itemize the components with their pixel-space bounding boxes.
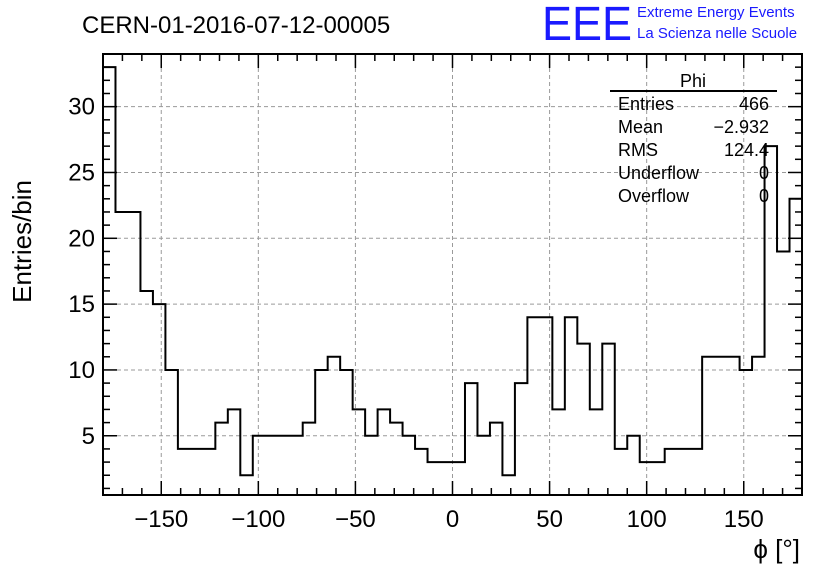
x-tick-label: −100 xyxy=(231,506,285,533)
x-axis-label: ϕ [°] xyxy=(753,534,800,564)
x-tick-label: −50 xyxy=(335,506,376,533)
axis-ticks xyxy=(103,54,803,495)
y-axis-label: Entries/bin xyxy=(7,180,37,303)
y-tick-label: 15 xyxy=(68,291,95,318)
chart-title: CERN-01-2016-07-12-00005 xyxy=(82,12,390,39)
y-tick-label: 25 xyxy=(68,159,95,186)
histogram-line xyxy=(102,66,803,495)
y-tick-label: 30 xyxy=(68,94,95,121)
stats-value-entries: 466 xyxy=(739,94,769,114)
stats-label-entries: Entries xyxy=(618,94,674,114)
y-tick-label: 20 xyxy=(68,225,95,252)
stats-box: Phi Entries 466 Mean −2.932 RMS 124.4 Un… xyxy=(610,71,777,206)
y-tick-labels: 5 10 15 20 25 30 xyxy=(68,94,95,450)
x-tick-labels: −150 −100 −50 0 50 100 150 xyxy=(134,506,764,533)
stats-value-underflow: 0 xyxy=(759,163,769,183)
x-tick-label: 0 xyxy=(446,506,459,533)
grid-lines xyxy=(103,54,802,495)
stats-label-underflow: Underflow xyxy=(618,163,700,183)
x-tick-label: 50 xyxy=(536,506,563,533)
stats-value-rms: 124.4 xyxy=(724,140,769,160)
eee-logo: EEE xyxy=(542,0,632,51)
y-tick-label: 10 xyxy=(68,357,95,384)
y-tick-label: 5 xyxy=(82,423,95,450)
stats-label-mean: Mean xyxy=(618,117,663,137)
stats-label-overflow: Overflow xyxy=(618,186,690,206)
stats-value-overflow: 0 xyxy=(759,186,769,206)
stats-label-rms: RMS xyxy=(618,140,658,160)
stats-title: Phi xyxy=(680,71,706,91)
x-tick-label: −150 xyxy=(134,506,188,533)
x-tick-label: 150 xyxy=(724,506,764,533)
histogram-series xyxy=(102,66,803,495)
logo-line-2: La Scienza nelle Scuole xyxy=(637,25,797,42)
logo-line-1: Extreme Energy Events xyxy=(637,4,795,21)
stats-value-mean: −2.932 xyxy=(713,117,769,137)
x-tick-label: 100 xyxy=(627,506,667,533)
